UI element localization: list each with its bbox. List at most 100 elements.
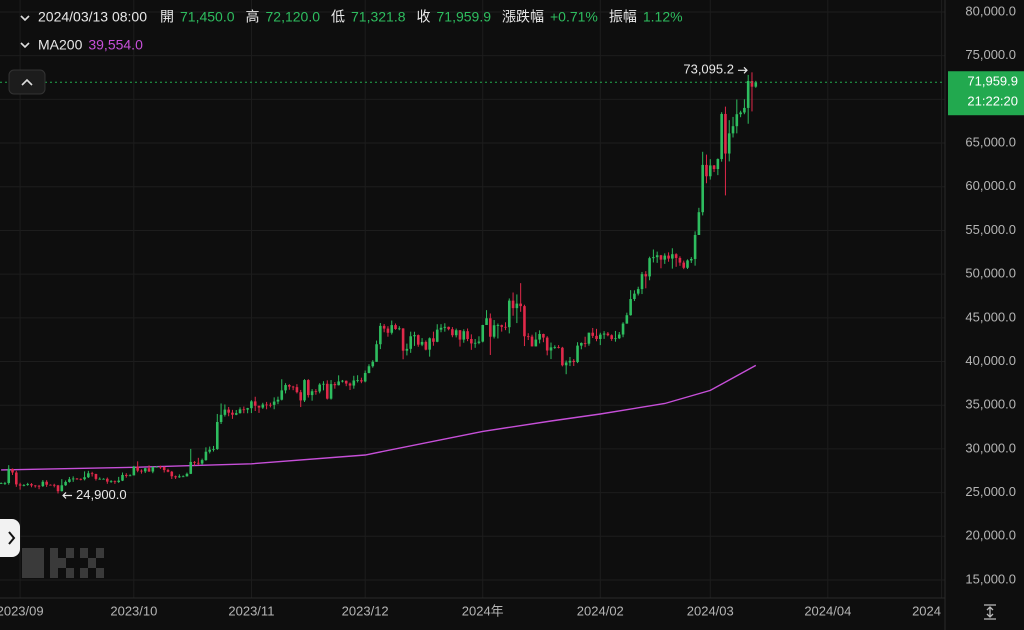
side-button[interactable] xyxy=(0,519,20,557)
candle-body xyxy=(352,380,356,386)
candle-body xyxy=(382,325,386,329)
candle-body xyxy=(735,114,739,127)
candle-body xyxy=(162,467,166,471)
logo-block xyxy=(66,548,74,558)
x-tick-label: 2024/04 xyxy=(804,603,851,618)
candle-body xyxy=(727,133,731,154)
candle-body xyxy=(504,326,507,328)
candle-body xyxy=(261,404,265,408)
candle-body xyxy=(451,329,454,336)
candle-body xyxy=(602,333,606,335)
candle-body xyxy=(655,255,659,258)
header-label: 漲跌幅 xyxy=(502,9,544,25)
candle-body xyxy=(113,481,117,483)
candle-body xyxy=(462,331,466,340)
candle-body xyxy=(674,254,678,258)
chevron[interactable] xyxy=(20,15,30,22)
candle-body xyxy=(41,481,45,487)
candle-body xyxy=(223,409,227,415)
price-tag-countdown: 21:22:20 xyxy=(967,94,1018,109)
candle-body xyxy=(375,344,378,362)
candle-body xyxy=(754,82,758,87)
candle-body xyxy=(633,293,636,300)
header-label: 低 xyxy=(331,9,345,25)
candle-body xyxy=(701,164,704,213)
candle-body xyxy=(652,257,655,259)
axes: 15,000.0 20,000.0 25,000.0 30,000.0 35,000.0… xyxy=(0,3,1024,618)
collapse-button[interactable] xyxy=(8,69,46,95)
header-label: 振幅 xyxy=(609,9,637,25)
candle-body xyxy=(724,113,727,154)
candle-body xyxy=(610,335,613,339)
plot: 73,095.2 24,900.0 xyxy=(0,62,945,502)
candle-body xyxy=(621,323,625,335)
button[interactable] xyxy=(8,69,46,95)
y-tick-label: 75,000.0 xyxy=(965,47,1016,62)
candle-body xyxy=(98,478,102,480)
candle-body xyxy=(284,385,287,391)
candle-body xyxy=(7,468,11,483)
candle-body xyxy=(94,473,98,479)
candle-body xyxy=(276,399,280,402)
y-tick-label: 35,000.0 xyxy=(965,397,1016,412)
x-tick-label: 2023/10 xyxy=(110,603,157,618)
candle-body xyxy=(212,449,215,450)
candle-body xyxy=(30,484,33,486)
candle-body xyxy=(18,484,22,486)
candle-body xyxy=(470,338,473,344)
candle-body xyxy=(519,303,522,307)
candle-body xyxy=(583,343,587,344)
candle-body xyxy=(314,391,318,393)
candle-body xyxy=(344,380,348,384)
chevron xyxy=(21,78,33,86)
candle-body xyxy=(591,332,595,336)
candle-body xyxy=(238,409,242,414)
scale-button[interactable] xyxy=(984,604,996,620)
button[interactable] xyxy=(0,519,20,557)
candle-body xyxy=(530,336,534,347)
candle-body xyxy=(204,451,208,461)
candle-body xyxy=(671,254,674,259)
header-value: 71,959.9 xyxy=(437,9,492,25)
candle-body xyxy=(102,478,105,480)
candle-body xyxy=(712,165,716,170)
price-tag xyxy=(948,71,1024,116)
candle-body xyxy=(310,391,314,396)
logo-block xyxy=(80,568,88,578)
candle-body xyxy=(507,300,511,328)
candle-body xyxy=(409,336,412,349)
candle-body xyxy=(288,385,291,387)
y-tick-label: 15,000.0 xyxy=(965,571,1016,586)
candle-body xyxy=(22,485,26,486)
candle-body xyxy=(644,274,648,277)
candle-body xyxy=(693,234,697,260)
candle-body xyxy=(26,484,29,486)
candle-body xyxy=(231,412,234,415)
candle-body xyxy=(87,473,90,478)
candle-body xyxy=(386,328,390,333)
header-value: 71,450.0 xyxy=(180,9,235,25)
candle-body xyxy=(227,409,230,413)
header-value: 71,321.8 xyxy=(351,9,406,25)
candle-body xyxy=(322,383,325,385)
candle-body xyxy=(371,361,375,367)
candle-body xyxy=(60,485,64,492)
candle-body xyxy=(68,479,71,482)
icon[interactable] xyxy=(984,604,996,620)
candle-body xyxy=(246,408,249,410)
candle-body xyxy=(587,332,591,344)
candle-body xyxy=(253,401,257,406)
candle-body xyxy=(549,347,553,351)
candle-body xyxy=(731,126,735,134)
candle-body xyxy=(443,326,447,328)
candle-body xyxy=(545,337,549,351)
candle-body xyxy=(629,299,632,316)
candle-body xyxy=(3,482,7,484)
candle-body xyxy=(49,484,52,486)
candle-body xyxy=(159,466,162,468)
y-tick-label: 30,000.0 xyxy=(965,440,1016,455)
candle-body xyxy=(234,413,238,415)
chevron[interactable] xyxy=(20,42,30,49)
candle-body xyxy=(174,476,177,478)
